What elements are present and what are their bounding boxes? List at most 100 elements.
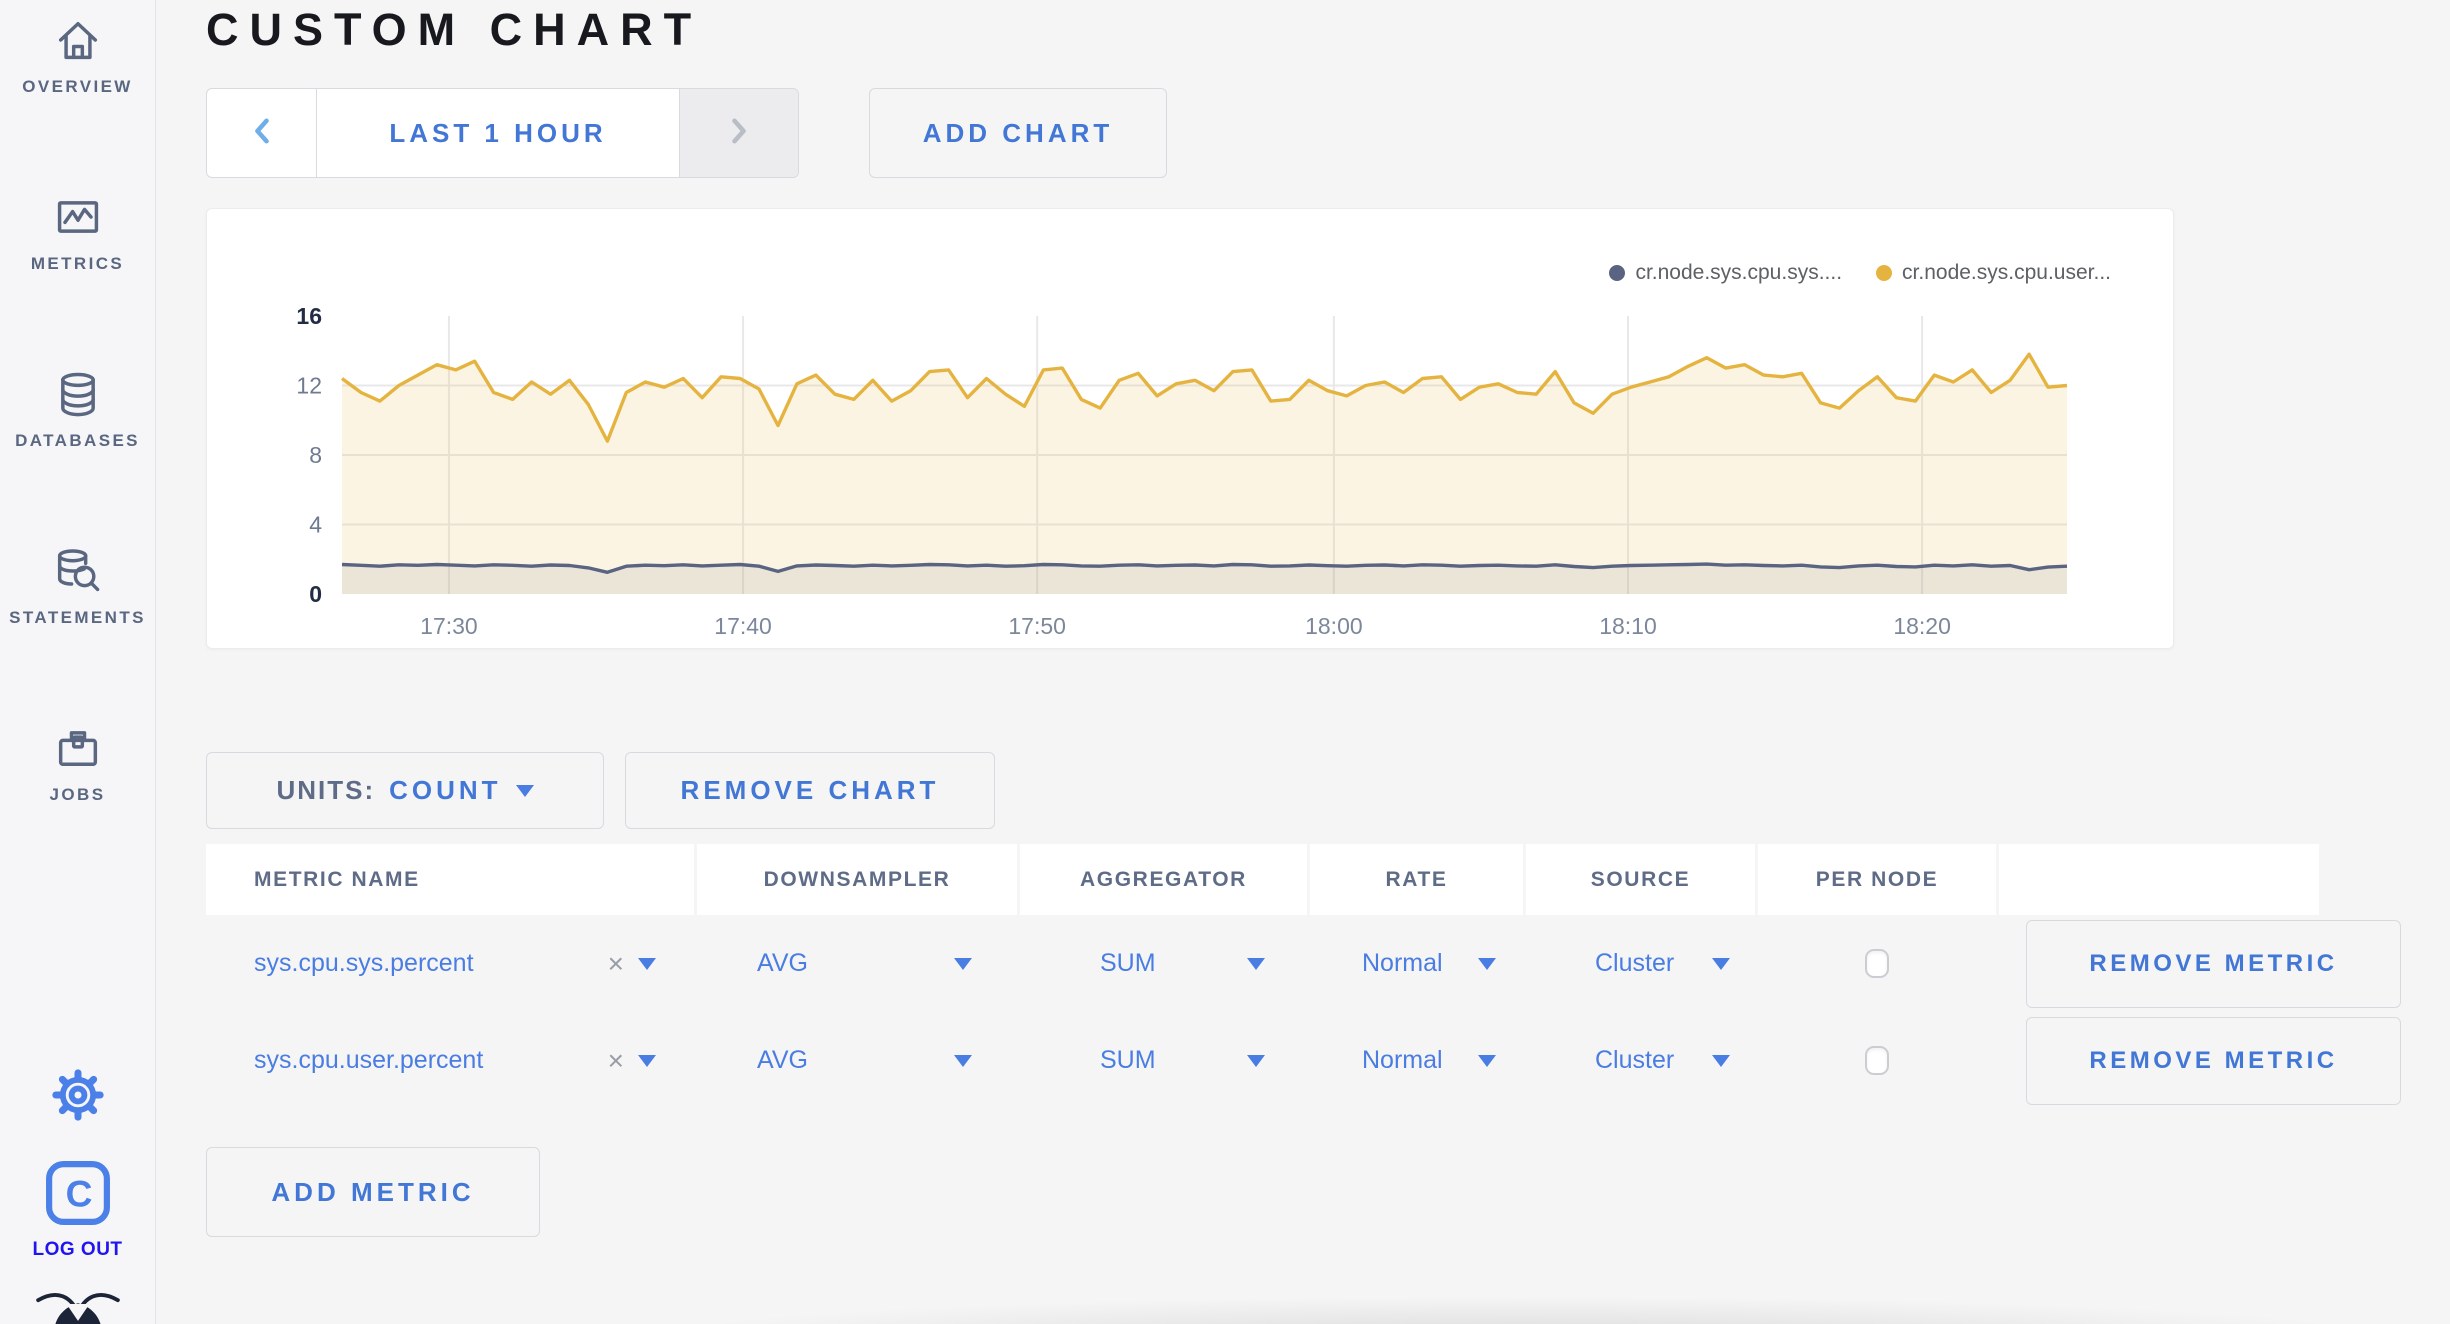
- svg-text:18:00: 18:00: [1305, 613, 1363, 639]
- remove-metric-button[interactable]: REMOVE METRIC: [2026, 919, 2401, 1008]
- clear-icon[interactable]: ×: [607, 947, 624, 979]
- settings-button[interactable]: [50, 1067, 106, 1128]
- units-dropdown[interactable]: UNITS: COUNT: [206, 752, 604, 829]
- source-dropdown[interactable]: Cluster: [1526, 1012, 1755, 1109]
- downsampler-value: AVG: [757, 949, 808, 977]
- rate-dropdown[interactable]: Normal: [1310, 915, 1523, 1012]
- svg-text:17:30: 17:30: [420, 613, 478, 639]
- caret-down-icon: [954, 1054, 972, 1067]
- metric-name-input[interactable]: sys.cpu.user.percent: [254, 1046, 484, 1074]
- chart-config-row: UNITS: COUNT REMOVE CHART: [206, 752, 2450, 829]
- metrics-graph-icon: [52, 191, 104, 243]
- database-icon: [52, 368, 104, 420]
- sidebar-item-databases[interactable]: DATABASES: [15, 368, 140, 451]
- legend-item-user[interactable]: cr.node.sys.cpu.user...: [1876, 261, 2111, 285]
- aggregator-dropdown[interactable]: SUM: [1020, 1012, 1307, 1109]
- metric-name-input[interactable]: sys.cpu.sys.percent: [254, 949, 474, 977]
- caret-down-icon: [1247, 957, 1265, 970]
- rate-dropdown[interactable]: Normal: [1310, 1012, 1523, 1109]
- database-search-icon: [51, 545, 103, 597]
- sidebar-item-statements[interactable]: STATEMENTS: [9, 545, 146, 628]
- logout-label: LOG OUT: [32, 1239, 123, 1260]
- column-header-actions: [1999, 844, 2319, 915]
- legend-label: cr.node.sys.cpu.user...: [1902, 261, 2111, 284]
- column-header-metric-name: METRIC NAME: [206, 844, 694, 915]
- source-value: Cluster: [1595, 949, 1675, 977]
- home-icon: [52, 14, 104, 66]
- time-scale-selector: LAST 1 HOUR: [206, 88, 799, 178]
- caret-down-icon[interactable]: [638, 957, 656, 970]
- svg-text:18:10: 18:10: [1599, 613, 1657, 639]
- aggregator-value: SUM: [1100, 949, 1156, 977]
- sidebar-item-overview[interactable]: OVERVIEW: [22, 14, 133, 97]
- time-prev-button[interactable]: [207, 89, 317, 177]
- per-node-checkbox[interactable]: [1865, 1046, 1889, 1075]
- column-header-rate: RATE: [1310, 844, 1523, 915]
- cockroach-bug-logo: [32, 1287, 124, 1324]
- svg-text:C: C: [65, 1172, 92, 1214]
- metric-name-controls: ×: [608, 948, 656, 980]
- time-next-button[interactable]: [679, 89, 798, 177]
- metric-row: sys.cpu.user.percent × AVG SUM Normal Cl…: [206, 1012, 2450, 1109]
- caret-down-icon: [1712, 957, 1730, 970]
- rate-value: Normal: [1362, 949, 1443, 977]
- units-label: UNITS:: [276, 775, 376, 805]
- downsampler-value: AVG: [757, 1046, 808, 1074]
- sidebar-item-label: DATABASES: [15, 431, 140, 450]
- chart-legend: cr.node.sys.cpu.sys.... cr.node.sys.cpu.…: [1609, 261, 2111, 285]
- legend-label: cr.node.sys.cpu.sys....: [1635, 261, 1843, 284]
- source-dropdown[interactable]: Cluster: [1526, 915, 1755, 1012]
- aggregator-value: SUM: [1100, 1046, 1156, 1074]
- column-header-downsampler: DOWNSAMPLER: [697, 844, 1017, 915]
- column-header-per-node: PER NODE: [1758, 844, 1996, 915]
- sidebar-item-metrics[interactable]: METRICS: [31, 191, 124, 274]
- units-value: COUNT: [389, 775, 502, 805]
- remove-chart-button[interactable]: REMOVE CHART: [625, 752, 995, 829]
- caret-down-icon: [1712, 1054, 1730, 1067]
- caret-down-icon: [1478, 1054, 1496, 1067]
- svg-text:17:40: 17:40: [714, 613, 772, 639]
- add-chart-button[interactable]: ADD CHART: [869, 88, 1167, 178]
- main-content: CUSTOM CHART LAST 1 HOUR ADD CHART: [157, 0, 2450, 1324]
- caret-down-icon[interactable]: [638, 1054, 656, 1067]
- sidebar-item-label: OVERVIEW: [22, 77, 133, 96]
- per-node-checkbox[interactable]: [1865, 949, 1889, 978]
- legend-item-sys[interactable]: cr.node.sys.cpu.sys....: [1609, 261, 1842, 285]
- svg-text:4: 4: [309, 512, 322, 538]
- caret-down-icon: [515, 784, 534, 797]
- per-node-cell: [1758, 915, 1996, 1012]
- sidebar-item-label: METRICS: [30, 254, 125, 273]
- sidebar-item-label: STATEMENTS: [9, 608, 146, 627]
- metric-name-cell: sys.cpu.user.percent ×: [206, 1012, 694, 1109]
- svg-text:8: 8: [309, 442, 322, 468]
- downsampler-dropdown[interactable]: AVG: [697, 1012, 1017, 1109]
- svg-text:0: 0: [309, 581, 322, 607]
- sidebar-item-jobs[interactable]: JOBS: [50, 722, 106, 805]
- chart-card: cr.node.sys.cpu.sys.... cr.node.sys.cpu.…: [206, 208, 2174, 649]
- add-metric-button[interactable]: ADD METRIC: [206, 1147, 540, 1237]
- metric-name-cell: sys.cpu.sys.percent ×: [206, 915, 694, 1012]
- sidebar: OVERVIEW METRICS DATABASES STATEMENTS JO: [0, 0, 156, 1324]
- metrics-table-header: METRIC NAME DOWNSAMPLER AGGREGATOR RATE …: [206, 844, 2450, 915]
- chart-toolbar: LAST 1 HOUR ADD CHART: [206, 88, 2450, 178]
- time-range-button[interactable]: LAST 1 HOUR: [317, 89, 679, 177]
- time-range-label: LAST 1 HOUR: [389, 117, 607, 148]
- aggregator-dropdown[interactable]: SUM: [1020, 915, 1307, 1012]
- chevron-right-icon: [724, 114, 754, 153]
- remove-metric-button[interactable]: REMOVE METRIC: [2026, 1016, 2401, 1105]
- svg-text:12: 12: [296, 373, 322, 399]
- caret-down-icon: [1247, 1054, 1265, 1067]
- source-value: Cluster: [1595, 1046, 1675, 1074]
- column-header-source: SOURCE: [1526, 844, 1755, 915]
- svg-text:18:20: 18:20: [1893, 613, 1951, 639]
- legend-dot: [1876, 265, 1893, 281]
- timeseries-chart[interactable]: 17:30 17:40 17:50 18:00 18:10 18:20 0 4 8 12 16: [262, 304, 2122, 644]
- clear-icon[interactable]: ×: [607, 1044, 624, 1076]
- downsampler-dropdown[interactable]: AVG: [697, 915, 1017, 1012]
- gear-icon: [50, 1069, 106, 1127]
- logout-button[interactable]: C LOG OUT: [32, 1160, 122, 1261]
- chevron-left-icon: [247, 114, 277, 153]
- caret-down-icon: [1478, 957, 1496, 970]
- cockroach-c-icon: C: [45, 1160, 111, 1231]
- legend-dot: [1609, 265, 1626, 281]
